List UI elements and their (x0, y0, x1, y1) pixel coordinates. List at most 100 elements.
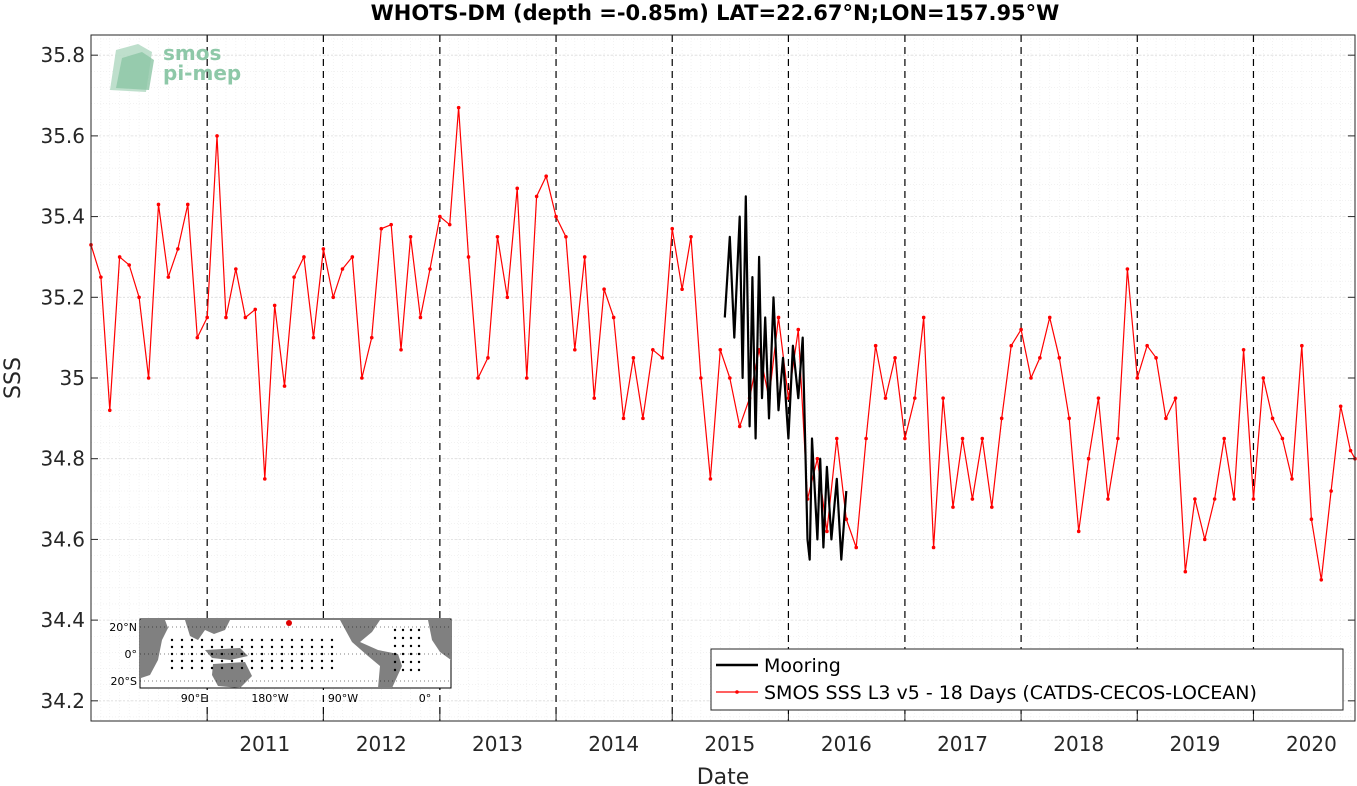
inset-buoy-dot (270, 638, 274, 642)
inset-buoy-dot (310, 638, 314, 642)
smos-data-point (1116, 436, 1120, 441)
smos-data-point (379, 226, 384, 231)
inset-lon-label-0: 0° (419, 692, 432, 705)
inset-buoy-dot (417, 668, 421, 672)
smos-data-point (864, 436, 868, 441)
x-tick-label: 2012 (356, 732, 407, 756)
smos-data-point (350, 255, 355, 259)
series-line-mooring (723, 195, 848, 561)
inset-buoy-dot (401, 644, 405, 648)
y-axis-label: SSS (1, 357, 26, 399)
y-axis-ticks: 34.2 34.4 34.6 34.8 35 35.2 35.4 35.6 35.8 (40, 43, 1355, 713)
inset-buoy-dot (200, 645, 204, 649)
inset-lon-label-180w: 180°W (251, 692, 288, 705)
smos-data-point (1193, 497, 1197, 501)
smos-data-point (166, 275, 171, 279)
inset-buoy-dot (210, 666, 214, 670)
smos-data-point (1096, 396, 1101, 400)
inset-land-africa (141, 620, 168, 678)
smos-data-point (602, 287, 606, 292)
inset-buoy-dot (190, 659, 194, 663)
smos-data-point (1047, 315, 1052, 320)
smos-data-point (1019, 327, 1023, 332)
inset-buoy-dot (320, 652, 324, 656)
inset-buoy-dot (290, 659, 294, 663)
inset-buoy-dot (417, 652, 421, 656)
y-tick-label: 34.8 (40, 447, 85, 471)
smos-data-point (990, 505, 994, 509)
inset-buoy-dot (280, 652, 284, 656)
smos-data-point (224, 315, 228, 320)
legend-label-smos: SMOS SSS L3 v5 - 18 Days (CATDS-CECOS-LO… (764, 682, 1257, 704)
smos-data-point (137, 295, 141, 300)
smos-data-point (960, 436, 965, 441)
smos-data-point (176, 247, 180, 251)
inset-buoy-dot (250, 638, 254, 642)
smos-data-point (564, 234, 568, 239)
smos-data-point (282, 384, 287, 388)
inset-buoy-dot (409, 660, 413, 664)
smos-data-point (1135, 376, 1140, 380)
legend-swatch-smos-marker (735, 690, 739, 694)
smos-data-point (670, 226, 675, 231)
smos-data-point (1125, 267, 1130, 271)
smos-data-point (1280, 436, 1285, 441)
smos-data-point (262, 477, 267, 481)
smos-data-point (641, 416, 645, 421)
smos-data-point (205, 315, 209, 320)
x-tick-label: 2016 (821, 732, 872, 756)
inset-buoy-dot (250, 659, 254, 663)
y-tick-label: 34.6 (40, 527, 85, 551)
inset-buoy-dot (200, 652, 204, 656)
y-tick-label: 35.2 (40, 285, 85, 309)
smos-data-point (1009, 343, 1014, 348)
smos-data-point (592, 396, 597, 400)
smos-data-point (1338, 404, 1343, 409)
smos-data-point (921, 315, 926, 320)
smos-data-point (912, 396, 917, 400)
x-tick-label: 2015 (704, 732, 755, 756)
year-markers (206, 35, 1255, 721)
inset-buoy-dot (260, 645, 264, 649)
smos-data-point (776, 315, 781, 320)
inset-buoy-dot (240, 659, 244, 663)
inset-buoy-dot (190, 645, 194, 649)
inset-buoy-dot (230, 638, 234, 642)
smos-data-point (582, 255, 587, 259)
smos-data-point (127, 263, 131, 267)
smos-data-point (611, 315, 616, 320)
smos-data-point (544, 174, 548, 179)
inset-buoy-dot (320, 638, 324, 642)
smos-data-point (1222, 436, 1226, 441)
inset-buoy-dot (270, 645, 274, 649)
smos-data-point (243, 315, 248, 320)
inset-land-asia (185, 620, 230, 640)
smos-data-point (651, 347, 655, 352)
smos-data-point (873, 343, 878, 348)
inset-buoy-dot (180, 659, 184, 663)
smos-data-point (486, 356, 490, 360)
smos-data-point (408, 234, 413, 239)
inset-buoy-dot (417, 628, 421, 632)
smos-data-point (1029, 376, 1033, 380)
inset-buoy-dot (310, 659, 314, 663)
series-line-smos (90, 106, 1356, 581)
smos-data-point (321, 247, 326, 251)
inset-buoy-dot (330, 659, 334, 663)
smos-data-point (302, 255, 306, 259)
inset-buoy-dot (393, 668, 397, 672)
inset-lon-label-90e: 90°E (181, 692, 207, 705)
inset-buoy-dot (409, 636, 413, 640)
inset-buoy-dot (290, 666, 294, 670)
inset-buoy-dot (190, 666, 194, 670)
inset-buoy-dot (300, 652, 304, 656)
smos-data-point (456, 105, 461, 110)
y-tick-label: 35.8 (40, 43, 85, 67)
smos-data-point (399, 347, 403, 352)
smos-data-point (99, 275, 103, 279)
inset-buoy-dot (280, 638, 284, 642)
smos-data-point (1270, 416, 1275, 421)
smos-data-point (554, 214, 558, 219)
smos-data-point (447, 222, 452, 227)
smos-data-point (1106, 497, 1110, 501)
